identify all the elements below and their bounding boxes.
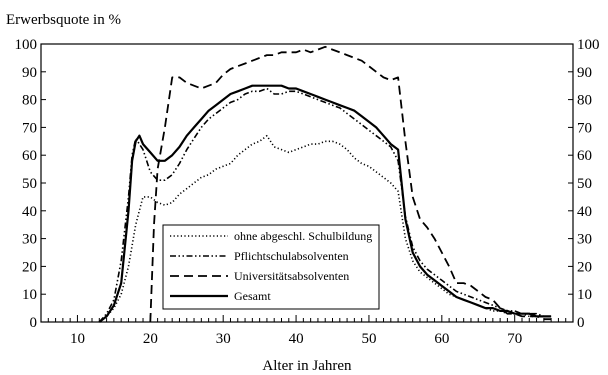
x-tick-label: 10	[70, 331, 85, 347]
y-tick-label-left: 80	[22, 93, 37, 109]
y-tick-label-right: 40	[577, 204, 592, 220]
legend: ohne abgeschl. Schulbildung Pflichtschula…	[162, 224, 380, 310]
y-tick-label-right: 50	[577, 176, 592, 192]
x-tick-label: 70	[507, 331, 522, 347]
y-tick-label-right: 70	[577, 120, 592, 136]
y-tick-label-left: 50	[22, 176, 37, 192]
y-axis-left: 0 10 20 30 40 50 60 70 80 90 100	[15, 37, 46, 331]
y-tick-label-right: 100	[577, 37, 600, 53]
y-tick-label-right: 60	[577, 148, 592, 164]
y-tick-label-left: 40	[22, 204, 37, 220]
y-tick-label-right: 80	[577, 93, 592, 109]
y-tick-label-left: 100	[15, 37, 38, 53]
y-tick-label-left: 70	[22, 120, 37, 136]
legend-items: ohne abgeschl. Schulbildung Pflichtschula…	[170, 229, 372, 303]
series-line: Pflichtschulabsolventen	[98, 87, 552, 323]
y-tick-label-left: 0	[30, 315, 38, 331]
y-tick-label-right: 20	[577, 259, 592, 275]
y-tick-label-left: 30	[22, 232, 37, 248]
x-axis: 10 20 30 40 50 60 70	[40, 315, 574, 347]
y-tick-label-right: 90	[577, 65, 592, 81]
legend-label: Pflichtschulabsolventen	[234, 249, 349, 263]
y-tick-label-left: 90	[22, 65, 37, 81]
legend-label: Gesamt	[234, 289, 271, 303]
series-layer: ohne abgeschl. Schulbildung Pflichtschula…	[98, 45, 552, 323]
y-tick-label-left: 10	[22, 287, 37, 303]
y-tick-label-right: 30	[577, 232, 592, 248]
x-axis-label: Alter in Jahren	[262, 358, 352, 374]
y-tick-label-right: 0	[577, 315, 585, 331]
y-tick-label-left: 60	[22, 148, 37, 164]
series-line: Universitätsabsolventen	[149, 45, 552, 323]
chart-title: Erwerbsquote in %	[6, 12, 121, 28]
x-tick-label: 20	[143, 331, 158, 347]
x-tick-label: 40	[289, 331, 304, 347]
series-line: Gesamt	[98, 84, 552, 323]
y-tick-label-left: 20	[22, 259, 37, 275]
legend-label: Universitätsabsolventen	[234, 269, 349, 283]
y-tick-label-right: 10	[577, 287, 592, 303]
x-tick-label: 30	[216, 331, 231, 347]
legend-label: ohne abgeschl. Schulbildung	[234, 229, 372, 243]
x-tick-label: 60	[434, 331, 449, 347]
x-tick-label: 50	[361, 331, 376, 347]
y-axis-right: 0 10 20 30 40 50 60 70 80 90 100	[568, 37, 600, 331]
